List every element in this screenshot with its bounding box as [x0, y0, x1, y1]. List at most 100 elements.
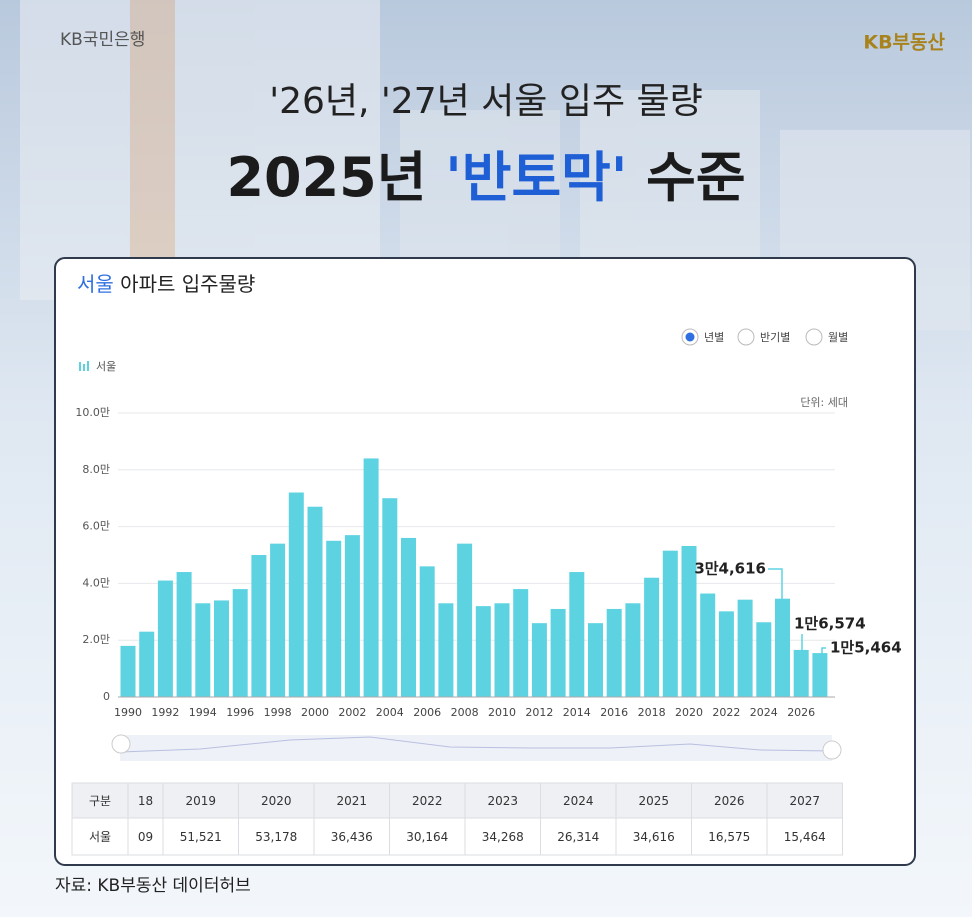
- x-tick-label: 2024: [750, 706, 778, 719]
- table-value: 30,164: [406, 830, 448, 844]
- y-tick-label: 0: [103, 690, 110, 703]
- bar: [812, 653, 828, 697]
- legend-icon: [83, 364, 85, 371]
- annotation: 1만6,574: [794, 615, 866, 633]
- bar: [550, 608, 566, 697]
- bar: [756, 622, 772, 697]
- table-value: 서울: [89, 830, 111, 844]
- x-tick-label: 2004: [376, 706, 404, 719]
- bar: [588, 623, 603, 697]
- table-cell: [615, 817, 692, 856]
- table-cell: [71, 817, 129, 856]
- bar: [662, 550, 678, 697]
- bar: [176, 572, 192, 697]
- x-tick-label: 1994: [189, 706, 217, 719]
- table-header: 2025: [638, 794, 669, 808]
- data-table: 구분 18 2019 2020 2021 2022 2023 2024 2025 2026 2027…: [71, 782, 843, 856]
- bar: [700, 593, 716, 697]
- x-tick-label: 2006: [413, 706, 441, 719]
- source: 자료: KB부동산 데이터허브: [55, 876, 251, 896]
- table-cell: [238, 817, 315, 856]
- bar: [644, 577, 660, 697]
- table-value: 15,464: [784, 830, 826, 844]
- bar: [569, 572, 585, 697]
- bar: [438, 603, 454, 697]
- bar: [382, 498, 398, 697]
- table-header: 2021: [336, 794, 367, 808]
- bar: [214, 600, 229, 697]
- legend: 서울: [79, 360, 116, 373]
- y-tick-label: 4.0만: [82, 576, 110, 589]
- radio[interactable]: [805, 328, 823, 346]
- plot: 0 2.0만 4.0만 6.0만 8.0만 10.0만 1990 1992 1994 1996 19…: [75, 406, 901, 719]
- table-value: 34,616: [633, 830, 675, 844]
- bar: [288, 492, 304, 697]
- table-cell: [540, 817, 617, 856]
- bar: [270, 543, 286, 697]
- title-part: 2025년: [226, 146, 426, 209]
- bar: [232, 589, 248, 697]
- x-tick-label: 2002: [338, 706, 366, 719]
- x-tick-label: 2020: [675, 706, 703, 719]
- bar: [457, 543, 473, 697]
- bar: [531, 623, 547, 697]
- card-title-highlight: 서울: [77, 272, 114, 296]
- table-value: 09: [138, 830, 153, 844]
- table-header: 2024: [563, 794, 594, 808]
- legend-icon: [87, 361, 89, 371]
- table-header: 2022: [412, 794, 443, 808]
- title-highlight: '반토막': [445, 146, 627, 209]
- x-tick-label: 1998: [264, 706, 292, 719]
- y-tick-label: 2.0만: [82, 633, 110, 646]
- card-title: 서울 아파트 입주물량: [77, 272, 255, 296]
- table-cell: [766, 817, 843, 856]
- navigator-handle[interactable]: [822, 740, 842, 760]
- x-tick-label: 2022: [712, 706, 740, 719]
- table-header: 18: [138, 794, 153, 808]
- navigator-track: [120, 735, 832, 761]
- radio-label: 월별: [828, 331, 848, 344]
- annotation: 1만5,464: [830, 639, 902, 657]
- brand-right: KB부동산: [863, 32, 945, 54]
- table-cell: [766, 782, 843, 819]
- radio-label: 년별: [704, 331, 724, 344]
- table-value: 34,268: [482, 830, 524, 844]
- bar: [195, 603, 211, 697]
- navigator-handle[interactable]: [111, 734, 131, 754]
- bar: [120, 645, 136, 697]
- brand-left: KB국민은행: [60, 30, 145, 50]
- bar: [775, 598, 790, 697]
- table-header: 2019: [185, 794, 216, 808]
- legend-icon: [79, 362, 81, 371]
- table-cell: [691, 817, 768, 856]
- bar: [625, 603, 641, 697]
- radio[interactable]: [737, 328, 755, 346]
- x-tick-label: 2012: [525, 706, 553, 719]
- table-header: 2020: [261, 794, 292, 808]
- bar: [681, 545, 697, 697]
- bar: [326, 540, 342, 697]
- x-tick-label: 1990: [114, 706, 142, 719]
- table-header: 2027: [789, 794, 820, 808]
- table-cell: [71, 782, 129, 819]
- title-part: 수준: [646, 146, 745, 209]
- table-header: 구분: [89, 794, 111, 808]
- table-header: 2023: [487, 794, 518, 808]
- bar: [139, 631, 155, 697]
- bar: [718, 611, 734, 697]
- navigator: [111, 734, 842, 761]
- table-cell: [464, 817, 541, 856]
- x-tick-label: 1996: [226, 706, 254, 719]
- y-tick-label: 6.0만: [82, 520, 110, 533]
- table-cell: [389, 817, 466, 856]
- bar: [307, 506, 323, 697]
- bar: [793, 649, 809, 697]
- navigator-line: [119, 736, 833, 753]
- x-tick-label: 2026: [787, 706, 815, 719]
- table-header: 2026: [714, 794, 745, 808]
- radio-label: 반기별: [760, 331, 790, 344]
- bar: [401, 537, 416, 697]
- table-value: 36,436: [331, 830, 373, 844]
- bar: [475, 606, 491, 697]
